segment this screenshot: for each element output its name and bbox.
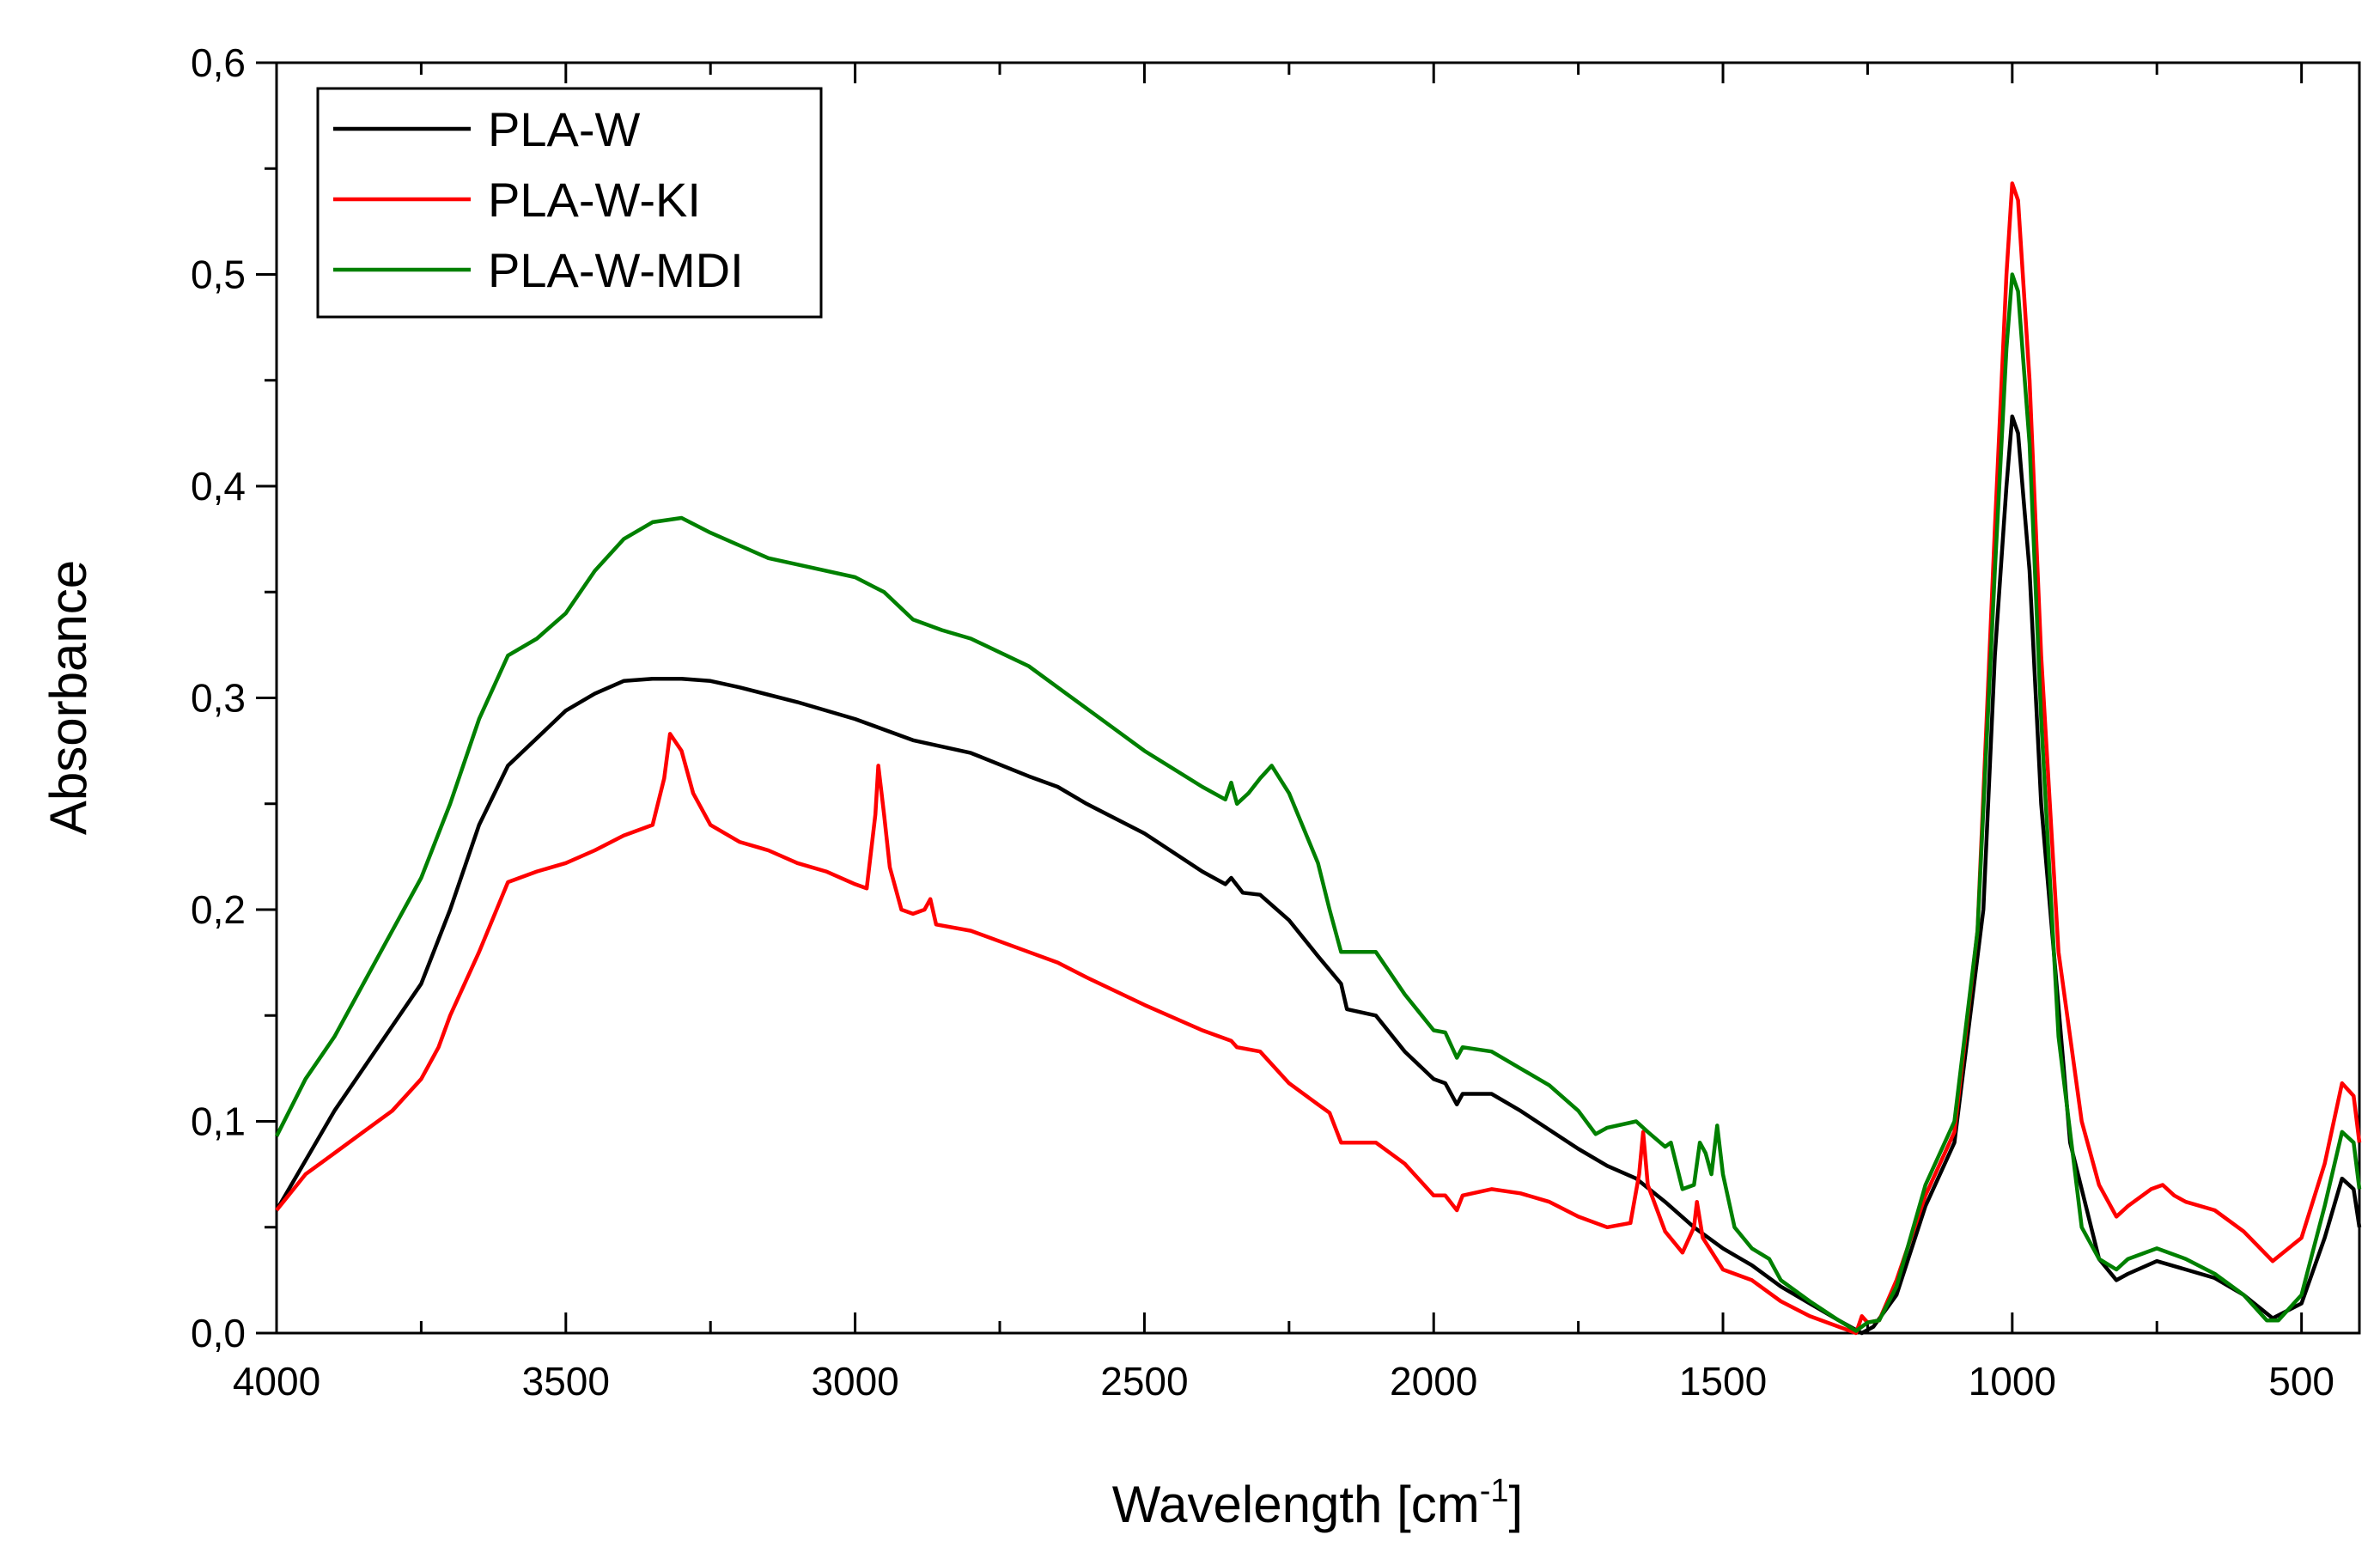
x-axis-title-main: Wavelength [cm (1112, 1476, 1480, 1533)
x-axis-title: Wavelength [cm-1] (1112, 1473, 1523, 1533)
x-axis-title-suffix: ] (1509, 1476, 1524, 1533)
y-tick-label: 0,4 (191, 464, 246, 508)
x-tick-label: 1500 (1679, 1359, 1767, 1404)
legend-label-pla-w-ki: PLA-W-KI (488, 173, 701, 227)
x-tick-label: 1000 (1969, 1359, 2056, 1404)
legend-box (316, 87, 823, 319)
legend: PLA-W PLA-W-KI PLA-W-MDI (316, 87, 823, 319)
x-axis-tick-labels: 4000 3500 3000 2500 2000 1500 1000 500 (233, 1359, 2334, 1404)
x-tick-label: 3500 (522, 1359, 610, 1404)
x-axis-title-superscript: -1 (1480, 1473, 1509, 1509)
x-tick-label: 500 (2268, 1359, 2334, 1404)
series-line-pla-w-ki (275, 181, 2362, 1336)
y-tick-label: 0,2 (191, 887, 246, 932)
y-axis-title: Absorbance (40, 560, 97, 835)
series-lines (274, 181, 2362, 1336)
y-tick-label: 0,3 (191, 676, 246, 721)
y-tick-label: 0,1 (191, 1099, 246, 1144)
legend-label-pla-w-mdi: PLA-W-MDI (488, 243, 744, 297)
x-tick-label: 2500 (1100, 1359, 1188, 1404)
x-tick-label: 2000 (1390, 1359, 1477, 1404)
y-tick-label: 0,6 (191, 40, 246, 85)
legend-label-pla-w: PLA-W (488, 102, 640, 156)
series-line-pla-w-mdi (274, 272, 2362, 1333)
x-tick-label: 4000 (233, 1359, 320, 1404)
axis-ticks (256, 61, 2304, 1335)
y-tick-label: 0,5 (191, 253, 246, 297)
y-axis-tick-labels: 0,0 0,1 0,2 0,3 0,4 0,5 0,6 (191, 40, 246, 1355)
series-line-pla-w (275, 414, 2362, 1336)
y-tick-label: 0,0 (191, 1311, 246, 1355)
x-tick-label: 3000 (811, 1359, 898, 1404)
